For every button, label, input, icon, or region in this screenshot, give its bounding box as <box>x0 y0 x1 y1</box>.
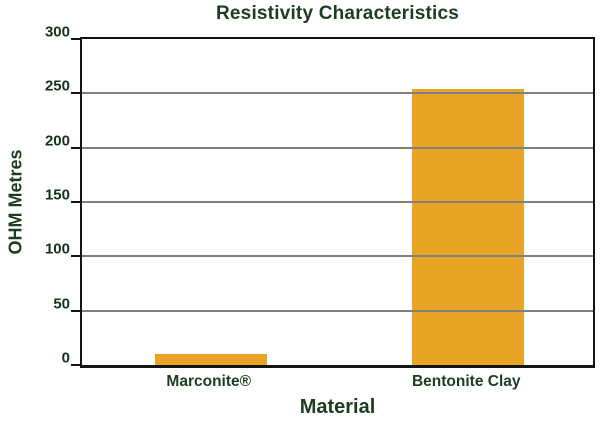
gridline-100 <box>82 255 593 258</box>
gridline-200 <box>82 146 593 149</box>
y-tick-label: 300 <box>44 23 70 41</box>
plot-area: 0 50 100 150 200 250 300 <box>45 24 595 368</box>
y-tick-label: 100 <box>44 240 70 258</box>
y-tick-label: 250 <box>44 77 70 95</box>
chart-title: Resistivity Characteristics <box>215 3 460 24</box>
bar-bentonite-clay <box>412 89 525 365</box>
x-tick-label: Bentonite Clay <box>411 373 521 390</box>
x-axis-title: Material <box>299 396 376 418</box>
y-tick-mark <box>71 92 80 95</box>
y-tick-mark <box>71 146 80 149</box>
y-tick-label: 150 <box>44 186 70 204</box>
y-tick-mark <box>71 255 80 258</box>
gridline-50 <box>82 309 593 312</box>
y-tick-label: 200 <box>44 132 70 150</box>
gridline-150 <box>82 201 593 203</box>
bar-marconite <box>154 353 267 365</box>
y-tick-mark <box>71 201 80 203</box>
y-tick-label: 0 <box>61 349 70 367</box>
gridline-250 <box>82 92 593 95</box>
y-tick-label: 50 <box>53 295 70 313</box>
x-tick-label: Marconite® <box>166 373 252 390</box>
y-tick-mark <box>71 364 80 366</box>
y-tick-mark <box>71 309 80 312</box>
y-axis-title: OHM Metres <box>5 149 26 255</box>
y-tick-mark <box>71 38 80 40</box>
